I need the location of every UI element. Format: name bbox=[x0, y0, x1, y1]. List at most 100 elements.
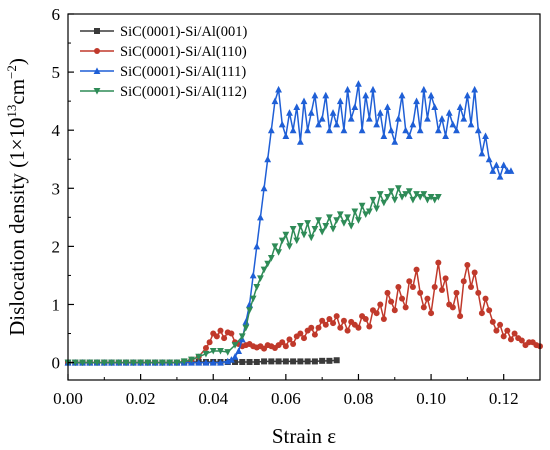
data-point bbox=[362, 211, 370, 219]
data-point bbox=[268, 358, 275, 365]
data-point bbox=[221, 335, 228, 342]
data-point bbox=[405, 132, 413, 139]
data-point bbox=[188, 356, 195, 364]
y-axis-title-exponent-2: −2 bbox=[4, 65, 19, 79]
data-point bbox=[464, 261, 471, 268]
y-tick-label: 0 bbox=[52, 354, 61, 373]
data-point bbox=[93, 359, 101, 367]
data-point bbox=[406, 278, 413, 285]
data-point bbox=[290, 358, 297, 365]
data-point bbox=[315, 120, 322, 128]
x-axis-title: Strain ε bbox=[272, 424, 336, 448]
data-point bbox=[333, 120, 341, 128]
data-point bbox=[333, 357, 340, 364]
data-point bbox=[86, 359, 94, 367]
data-point bbox=[267, 255, 275, 262]
x-tick-label: 0.12 bbox=[489, 389, 519, 408]
data-point bbox=[471, 269, 478, 276]
data-point bbox=[275, 85, 282, 93]
data-point bbox=[289, 225, 297, 233]
data-point bbox=[391, 138, 399, 145]
data-point bbox=[395, 185, 402, 192]
data-point bbox=[362, 316, 369, 322]
data-point bbox=[431, 284, 438, 291]
data-point bbox=[496, 173, 504, 180]
data-point bbox=[315, 217, 322, 224]
data-point bbox=[486, 307, 493, 314]
data-point bbox=[304, 358, 311, 365]
data-point bbox=[231, 342, 239, 349]
data-point bbox=[260, 184, 268, 192]
data-point bbox=[326, 316, 333, 322]
data-point bbox=[275, 358, 282, 365]
data-point bbox=[416, 126, 424, 134]
data-point bbox=[235, 347, 243, 354]
data-point bbox=[108, 359, 115, 367]
data-point bbox=[246, 358, 253, 365]
data-point bbox=[296, 138, 304, 145]
data-point bbox=[478, 310, 485, 317]
legend-label: SiC(0001)-Si/Al(112) bbox=[120, 84, 247, 100]
data-point bbox=[282, 343, 289, 350]
data-point bbox=[387, 126, 395, 134]
data-point bbox=[463, 91, 471, 99]
data-point bbox=[409, 284, 416, 291]
data-point bbox=[347, 223, 355, 230]
legend-marker bbox=[94, 48, 100, 54]
data-point bbox=[271, 243, 279, 250]
data-point bbox=[497, 321, 504, 328]
data-point bbox=[202, 358, 210, 366]
data-point bbox=[100, 359, 108, 367]
legend-entry-1: SiC(0001)-Si/Al(001) bbox=[80, 24, 247, 40]
data-point bbox=[326, 357, 333, 364]
data-point bbox=[431, 103, 439, 110]
data-point bbox=[267, 126, 275, 134]
data-point bbox=[282, 132, 290, 139]
data-point bbox=[289, 126, 297, 134]
data-point bbox=[159, 359, 166, 367]
legend: SiC(0001)-Si/Al(001) SiC(0001)-Si/Al(110)… bbox=[80, 24, 247, 100]
data-point bbox=[453, 289, 460, 296]
data-point bbox=[409, 120, 417, 128]
data-point bbox=[311, 358, 318, 365]
legend-marker bbox=[94, 28, 100, 34]
data-point bbox=[249, 271, 257, 279]
data-point bbox=[427, 194, 435, 201]
data-point bbox=[398, 91, 406, 99]
data-point bbox=[449, 304, 456, 311]
data-point bbox=[424, 114, 431, 122]
data-point bbox=[467, 120, 475, 128]
data-point bbox=[358, 202, 366, 210]
y-tick-label: 1 bbox=[52, 295, 61, 314]
data-point bbox=[373, 310, 380, 317]
data-point bbox=[286, 109, 293, 116]
data-point bbox=[413, 191, 420, 198]
data-point bbox=[232, 358, 239, 365]
legend-entry-4: SiC(0001)-Si/Al(112) bbox=[80, 84, 247, 100]
data-point bbox=[122, 359, 130, 367]
data-point bbox=[297, 330, 304, 337]
data-point bbox=[384, 194, 391, 201]
data-point bbox=[468, 284, 475, 291]
data-point bbox=[427, 91, 435, 99]
data-point bbox=[431, 196, 439, 204]
y-tick-label: 5 bbox=[52, 63, 61, 82]
y-axis-title: Dislocation density (1×1013cm−2) bbox=[4, 58, 29, 336]
data-point bbox=[242, 324, 250, 332]
data-point bbox=[261, 358, 268, 365]
data-point bbox=[402, 126, 410, 134]
data-point bbox=[475, 289, 482, 296]
data-point bbox=[377, 301, 384, 308]
data-point bbox=[376, 109, 384, 116]
data-point bbox=[457, 313, 464, 320]
data-point bbox=[413, 97, 420, 105]
data-point bbox=[290, 340, 297, 347]
data-point bbox=[474, 126, 482, 134]
series-4 bbox=[64, 185, 442, 367]
data-point bbox=[507, 336, 514, 343]
y-axis-title-exponent-1: 13 bbox=[4, 105, 19, 118]
data-point bbox=[228, 330, 235, 337]
data-point bbox=[115, 359, 123, 367]
data-point bbox=[180, 358, 188, 366]
data-point bbox=[329, 225, 337, 233]
